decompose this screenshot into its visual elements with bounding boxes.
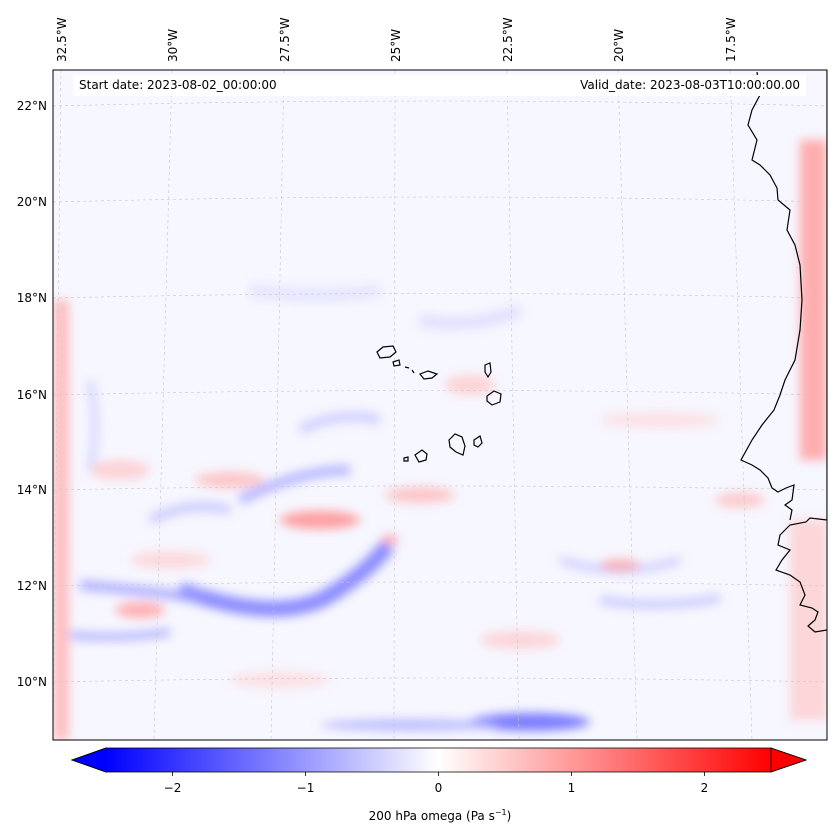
lon-label: 17.5°W (724, 17, 738, 62)
colorbar-extend-min (70, 747, 107, 773)
lat-label: 14°N (17, 483, 47, 497)
omega-field (53, 140, 827, 740)
valid-date-label: Valid_date: 2023-08-03T10:00:00.00 (580, 78, 800, 92)
graticule (53, 70, 827, 740)
colorbar-label-main: 200 hPa omega (Pa s (368, 809, 495, 823)
lat-label: 10°N (17, 675, 47, 689)
lon-label: 27.5°W (278, 17, 292, 62)
colorbar-tick-label: 2 (701, 781, 709, 795)
lat-label: 18°N (17, 291, 47, 305)
colorbar-extend-max (770, 747, 808, 773)
colorbar-gradient (106, 748, 771, 772)
colorbar-tick-label: −2 (164, 781, 182, 795)
lat-label: 16°N (17, 388, 47, 402)
longitude-labels: 32.5°W 30°W 27.5°W 25°W 22.5°W 20°W 17.5… (55, 17, 738, 62)
latitude-labels: 22°N 20°N 18°N 16°N 14°N 12°N 10°N (17, 99, 47, 689)
colorbar-outline (70, 747, 808, 773)
lon-label: 32.5°W (55, 17, 69, 62)
lon-label: 22.5°W (501, 17, 515, 62)
lat-label: 12°N (17, 579, 47, 593)
colorbar-tick-label: 0 (435, 781, 443, 795)
islands-cape-verde (376, 345, 502, 463)
colorbar-tick-label: −1 (297, 781, 315, 795)
lon-label: 25°W (389, 29, 403, 62)
lat-label: 22°N (17, 99, 47, 113)
colorbar-ticks: −2 −1 0 1 2 (164, 772, 709, 795)
colorbar-label: 200 hPa omega (Pa s−1) (0, 808, 837, 823)
plot-background (53, 70, 827, 740)
lon-label: 30°W (166, 29, 180, 62)
lat-label: 20°N (17, 195, 47, 209)
coastline-africa (740, 70, 827, 633)
colorbar-label-sup: −1 (494, 808, 507, 817)
colorbar: −2 −1 0 1 2 (70, 747, 808, 795)
colorbar-tick-label: 1 (568, 781, 576, 795)
colorbar-label-end: ) (506, 809, 512, 823)
start-date-label: Start date: 2023-08-02_00:00:00 (79, 78, 277, 92)
lon-label: 20°W (612, 29, 626, 62)
plot-frame (52, 69, 828, 741)
annotation-background (73, 75, 806, 96)
